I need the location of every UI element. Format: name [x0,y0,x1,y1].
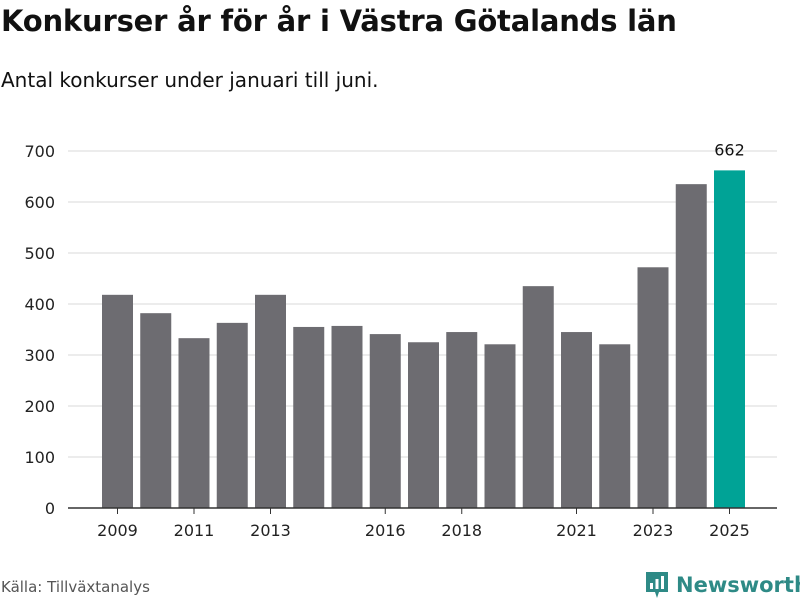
x-tick-label: 2013 [250,521,291,540]
bar-2019 [484,344,516,508]
chart-subtitle: Antal konkurser under januari till juni. [1,68,379,92]
bar-2013 [255,294,286,508]
y-tick-label: 0 [45,499,55,518]
bar-2021 [561,332,592,508]
bar-2009 [102,294,133,508]
bar-2012 [216,322,248,508]
x-tick-label: 2025 [709,521,750,540]
x-tick-label: 2011 [174,521,215,540]
bar-2017 [408,342,439,508]
bar-2023 [637,267,669,508]
bar-2018 [446,332,478,508]
data-labels: 662 [714,140,745,159]
chart-title: Konkurser år för år i Västra Götalands l… [1,4,677,38]
brand-logo: Newsworthy [644,570,800,600]
bar-2016 [369,334,401,508]
newsworthy-logo-icon [646,572,668,598]
bar-2015 [331,325,363,508]
y-tick-label: 700 [24,142,55,161]
bar-2024 [675,184,707,508]
x-tick-label: 2021 [556,521,597,540]
x-tick-label: 2016 [365,521,406,540]
brand-name: Newsworthy [676,573,800,597]
bar-2014 [293,326,325,508]
bar-2011 [178,338,210,508]
bar-2020 [522,286,554,508]
x-tick-label: 2018 [441,521,482,540]
y-tick-label: 600 [24,193,55,212]
y-tick-label: 300 [24,346,55,365]
bar-2025 [714,170,745,508]
y-tick-label: 400 [24,295,55,314]
y-tick-label: 200 [24,397,55,416]
x-tick-label: 2023 [633,521,674,540]
bars [102,170,745,508]
y-axis-ticks: 0 100 200 300 400 500 600 700 [24,142,55,518]
y-tick-label: 100 [24,448,55,467]
data-label-2025: 662 [714,140,745,159]
bar-2022 [599,344,631,508]
source-note: Källa: Tillväxtanalys [1,578,150,596]
x-axis-ticks: 2009 2011 2013 2016 2018 2021 2023 2025 [97,508,750,540]
x-tick-label: 2009 [97,521,138,540]
bar-2010 [140,313,172,508]
y-tick-label: 500 [24,244,55,263]
